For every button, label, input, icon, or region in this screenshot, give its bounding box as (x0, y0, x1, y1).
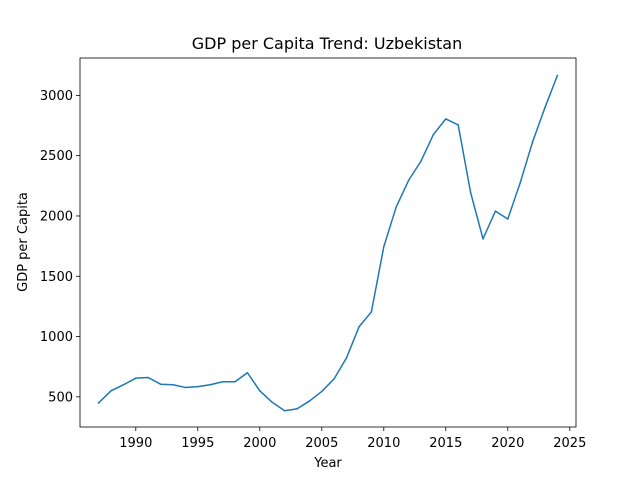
data-point (507, 218, 509, 220)
x-tick-label: 2000 (243, 436, 276, 451)
data-point (445, 118, 447, 120)
data-point (333, 378, 335, 380)
data-point (283, 409, 286, 412)
data-point (482, 238, 484, 240)
data-point (122, 384, 125, 386)
y-tick-label: 500 (48, 390, 73, 405)
data-point (519, 182, 521, 184)
data-point (184, 386, 187, 389)
y-tick-label: 1000 (40, 330, 73, 345)
y-tick-label: 2500 (40, 149, 73, 164)
data-point (494, 210, 497, 212)
y-axis-title: GDP per Capita (16, 192, 31, 292)
y-tick-label: 2000 (40, 209, 73, 224)
data-point (147, 376, 149, 379)
x-tick-label: 2025 (553, 436, 586, 451)
data-point (197, 385, 199, 388)
y-axis: 500 1000 1500 2000 2500 3000 (40, 89, 80, 405)
data-point (321, 390, 323, 393)
data-point (97, 402, 100, 404)
data-point (296, 408, 298, 410)
chart-title: GDP per Capita Trend: Uzbekistan (192, 34, 463, 53)
data-point (432, 133, 435, 136)
data-point (172, 384, 174, 386)
data-point (159, 383, 162, 385)
data-point (234, 381, 236, 383)
data-point (209, 384, 211, 386)
data-point (308, 400, 311, 402)
data-point (556, 74, 559, 77)
data-point (469, 191, 472, 194)
data-point (420, 160, 422, 162)
x-tick-label: 2005 (305, 436, 338, 451)
data-point (246, 371, 249, 374)
data-point (407, 179, 410, 182)
data-point (110, 390, 112, 392)
data-point (544, 106, 546, 109)
data-point (457, 124, 459, 126)
y-tick-label: 1500 (40, 270, 73, 285)
data-point (271, 401, 273, 404)
x-axis-title: Year (313, 456, 342, 471)
data-point (395, 206, 397, 208)
x-tick-label: 2010 (367, 436, 400, 451)
x-tick-label: 1995 (181, 436, 214, 451)
data-point (345, 356, 348, 359)
data-point (135, 377, 137, 379)
y-tick-label: 3000 (40, 89, 73, 104)
data-point (358, 326, 360, 328)
data-point (259, 390, 261, 392)
gdp-per-capita-line (97, 74, 559, 412)
data-point (221, 381, 224, 383)
x-tick-label: 1990 (119, 436, 152, 451)
data-points (97, 74, 559, 412)
data-point (531, 141, 534, 143)
x-tick-label: 2020 (491, 436, 524, 451)
x-axis: 1990 1995 2000 2005 2010 2015 2020 2025 (119, 427, 586, 451)
data-point (383, 245, 385, 248)
data-point (370, 311, 373, 313)
plot-frame (79, 57, 577, 428)
x-tick-label: 2015 (429, 436, 462, 451)
